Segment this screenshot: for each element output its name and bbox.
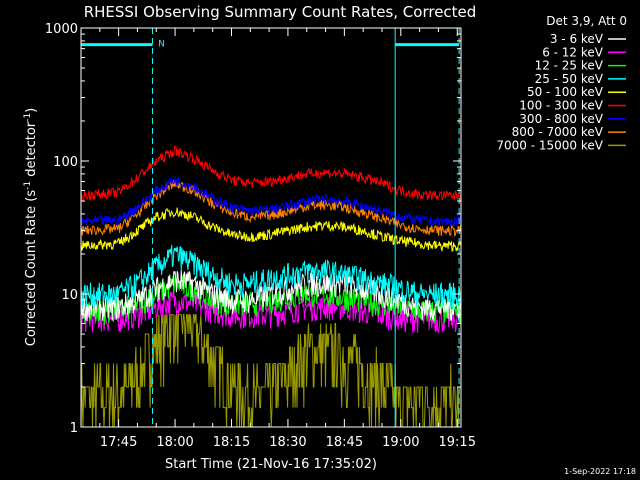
series-line-25-50-kev: [80, 244, 461, 309]
legend-label-3: 25 - 50 keV: [535, 72, 604, 86]
series-line-100-300-kev: [80, 145, 462, 203]
y-tick-label-0: 1: [70, 421, 78, 436]
y-axis-label-sup1: -1: [23, 181, 33, 190]
x-tick-label-4: 18:45: [326, 435, 363, 450]
chart-title: RHESSI Observing Summary Count Rates, Co…: [84, 3, 477, 21]
legend-label-7: 800 - 7000 keV: [512, 125, 604, 139]
x-tick-label-0: 17:45: [100, 435, 137, 450]
night-bar-label: N: [158, 40, 165, 50]
x-axis-label: Start Time (21-Nov-16 17:35:02): [165, 457, 377, 472]
legend-label-5: 100 - 300 keV: [519, 99, 603, 113]
series-line-300-800-kev: [80, 176, 462, 228]
series-line-3-6-kev: [80, 270, 462, 322]
y-tick-label-3: 1000: [45, 22, 78, 37]
legend-header: Det 3,9, Att 0: [546, 14, 627, 28]
series-layer: [80, 145, 462, 428]
x-tick-label-5: 19:00: [382, 435, 419, 450]
y-axis-label-mid: detector: [24, 121, 39, 181]
series-line-7000-15000-kev: [80, 314, 461, 428]
axis-layer: 17:45 18:00 18:15 18:30 18:45 19:00 19:15 1 10 10…: [45, 22, 476, 450]
x-tick-label-6: 19:15: [439, 435, 476, 450]
legend-label-0: 3 - 6 keV: [550, 32, 604, 46]
y-axis-label-end: ): [24, 108, 39, 113]
y-axis-label-main: Corrected Count Rate (s: [24, 190, 39, 347]
plot-frame: [80, 27, 462, 428]
y-axis-label-sup2: -1: [23, 113, 33, 122]
legend-label-8: 7000 - 15000 keV: [496, 138, 603, 152]
legend-label-4: 50 - 100 keV: [527, 85, 604, 99]
x-tick-label-3: 18:30: [269, 435, 306, 450]
legend-label-2: 12 - 25 keV: [535, 59, 604, 73]
y-tick-label-1: 10: [61, 288, 78, 303]
x-tick-label-2: 18:15: [213, 435, 250, 450]
series-line-800-7000-kev: [80, 179, 462, 238]
legend-label-1: 6 - 12 keV: [542, 45, 604, 59]
y-axis-label: Corrected Count Rate (s-1 detector-1): [23, 108, 39, 346]
y-tick-label-2: 100: [53, 155, 78, 170]
legend-label-6: 300 - 800 keV: [519, 112, 603, 126]
series-line-50-100-kev: [80, 207, 462, 253]
x-tick-label-1: 18:00: [156, 435, 193, 450]
date-stamp: 1-Sep-2022 17:18: [564, 467, 636, 476]
